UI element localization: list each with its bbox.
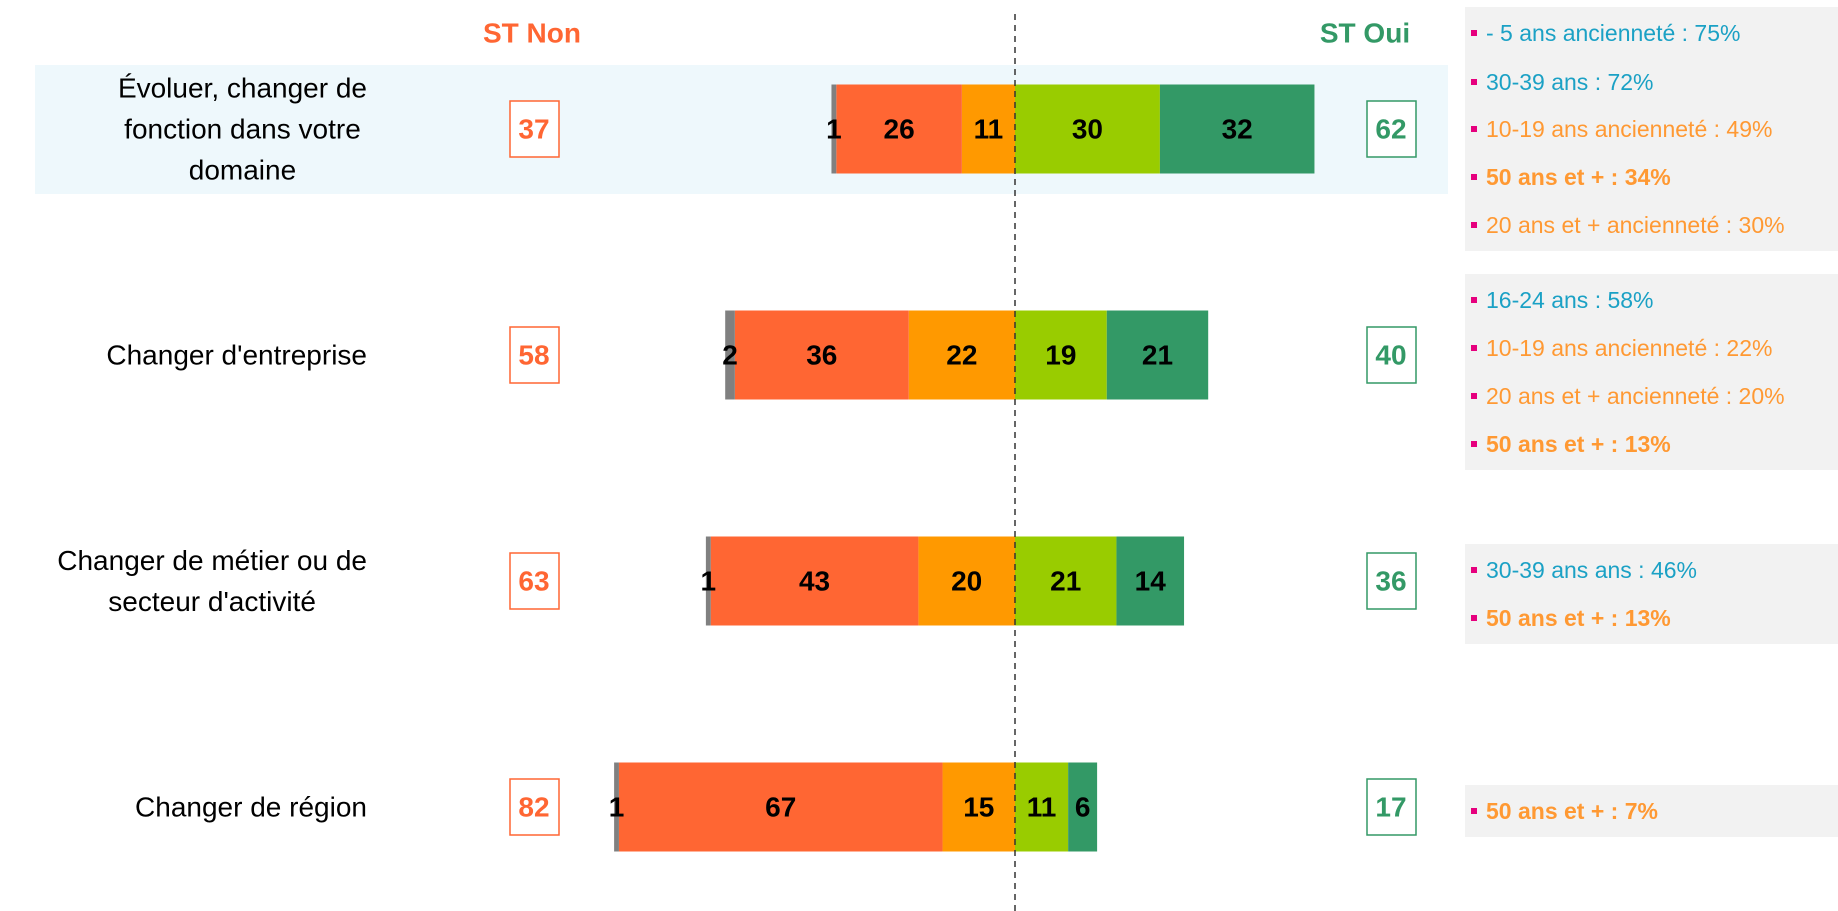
total-value: 63 — [518, 566, 549, 597]
note-bullet — [1471, 79, 1477, 85]
bar-value-label: 1 — [826, 114, 842, 145]
bar-value-label: 36 — [806, 340, 837, 371]
category-label: Changer de métier ou de secteur d'activi… — [57, 545, 367, 617]
bar-value-label: 2 — [722, 340, 738, 371]
total-box — [1366, 778, 1417, 836]
bar-value-label: 19 — [1045, 340, 1076, 371]
total-box — [1366, 326, 1417, 384]
total-value: 82 — [518, 792, 549, 823]
note-text: 30-39 ans ans : 46% — [1486, 557, 1697, 583]
total-value: 36 — [1375, 566, 1406, 597]
total-value: 58 — [518, 340, 549, 371]
note-panel — [1465, 274, 1838, 470]
note-bullet — [1471, 615, 1477, 621]
bar-segment — [1015, 84, 1160, 174]
bar-value-label: 26 — [884, 114, 915, 145]
bar-segment — [618, 762, 943, 852]
note-text: 50 ans et + : 34% — [1486, 164, 1671, 190]
bar-segment — [1015, 762, 1069, 852]
bar-value-label: 6 — [1075, 792, 1091, 823]
category-label: Changer d'entreprise — [106, 339, 367, 371]
note-text: 10-19 ans ancienneté : 49% — [1486, 116, 1772, 142]
category-label: Évoluer, changer de fonction dans votre … — [117, 72, 367, 186]
note-panel — [1465, 785, 1838, 837]
note-panel — [1465, 544, 1838, 644]
note-text: 10-19 ans ancienneté : 22% — [1486, 335, 1772, 361]
note-text: 50 ans et + : 13% — [1486, 431, 1671, 457]
total-box — [509, 552, 560, 610]
total-box — [509, 326, 560, 384]
total-value: 17 — [1375, 792, 1406, 823]
note-bullet — [1471, 126, 1477, 132]
bar-segment — [734, 310, 909, 400]
total-box — [509, 100, 560, 158]
bar-segment — [1015, 310, 1107, 400]
note-bullet — [1471, 174, 1477, 180]
bar-segment — [942, 762, 1015, 852]
total-value: 37 — [518, 114, 549, 145]
bar-value-label: 20 — [951, 566, 982, 597]
bar-value-label: 1 — [609, 792, 625, 823]
bar-segment — [1116, 536, 1185, 626]
note-bullet — [1471, 808, 1477, 814]
bar-segment — [710, 536, 919, 626]
total-box — [509, 778, 560, 836]
bar-segment — [918, 536, 1015, 626]
bar-value-label: 14 — [1135, 566, 1167, 597]
bar-value-label: 67 — [765, 792, 796, 823]
note-bullet — [1471, 297, 1477, 303]
bar-segment — [1159, 84, 1315, 174]
note-text: 16-24 ans : 58% — [1486, 287, 1654, 313]
total-box — [1366, 100, 1417, 158]
bar-segment — [1068, 762, 1098, 852]
total-value: 62 — [1375, 114, 1406, 145]
bar-value-label: 11 — [1027, 792, 1057, 823]
total-box — [1366, 552, 1417, 610]
bar-value-label: 21 — [1050, 566, 1081, 597]
bar-value-label: 1 — [701, 566, 717, 597]
note-bullet — [1471, 345, 1477, 351]
total-value: 40 — [1375, 340, 1406, 371]
note-text: 20 ans et + ancienneté : 20% — [1486, 383, 1785, 409]
bar-value-label: 15 — [963, 792, 994, 823]
category-label: Changer de région — [135, 791, 367, 823]
bar-segment — [831, 84, 837, 174]
note-bullet — [1471, 567, 1477, 573]
bar-value-label: 11 — [974, 114, 1004, 145]
bar-segment — [725, 310, 735, 400]
bar-value-label: 30 — [1072, 114, 1103, 145]
note-text: 50 ans et + : 7% — [1486, 798, 1658, 824]
left-header: ST Non — [483, 18, 581, 49]
note-text: 50 ans et + : 13% — [1486, 605, 1671, 631]
note-bullet — [1471, 441, 1477, 447]
bar-value-label: 22 — [946, 340, 977, 371]
right-header: ST Oui — [1320, 18, 1410, 49]
bar-segment — [705, 536, 711, 626]
bar-value-label: 43 — [799, 566, 830, 597]
note-text: 30-39 ans : 72% — [1486, 69, 1654, 95]
bar-segment — [1015, 536, 1117, 626]
note-text: 20 ans et + ancienneté : 30% — [1486, 212, 1785, 238]
bar-segment — [614, 762, 619, 852]
bar-segment — [1106, 310, 1209, 400]
bar-segment — [908, 310, 1015, 400]
bar-segment — [836, 84, 962, 174]
note-bullet — [1471, 222, 1477, 228]
bar-value-label: 21 — [1142, 340, 1173, 371]
bar-value-label: 32 — [1222, 114, 1253, 145]
note-bullet — [1471, 393, 1477, 399]
note-panel — [1465, 7, 1838, 251]
note-bullet — [1471, 30, 1477, 36]
note-text: - 5 ans ancienneté : 75% — [1486, 20, 1740, 46]
bar-segment — [961, 84, 1015, 174]
